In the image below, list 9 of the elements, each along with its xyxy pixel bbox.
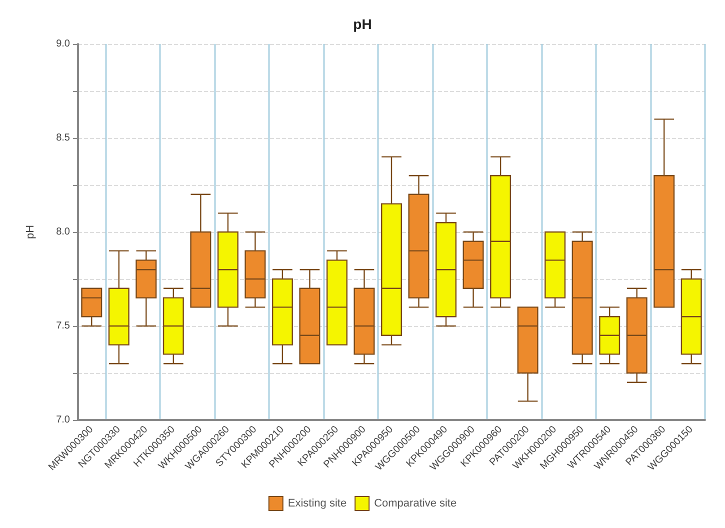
- y-axis-title: pH: [24, 224, 36, 240]
- y-tick-label: 7.0: [56, 414, 70, 426]
- y-tick-label: 7.5: [56, 320, 70, 332]
- chart-title: pH: [353, 16, 372, 32]
- y-tick-label: 8.0: [56, 226, 70, 238]
- legend-label: Comparative site: [374, 498, 457, 510]
- y-tick-label: 8.5: [56, 132, 70, 144]
- legend-label: Existing site: [288, 498, 347, 510]
- y-tick-label: 9.0: [56, 38, 70, 50]
